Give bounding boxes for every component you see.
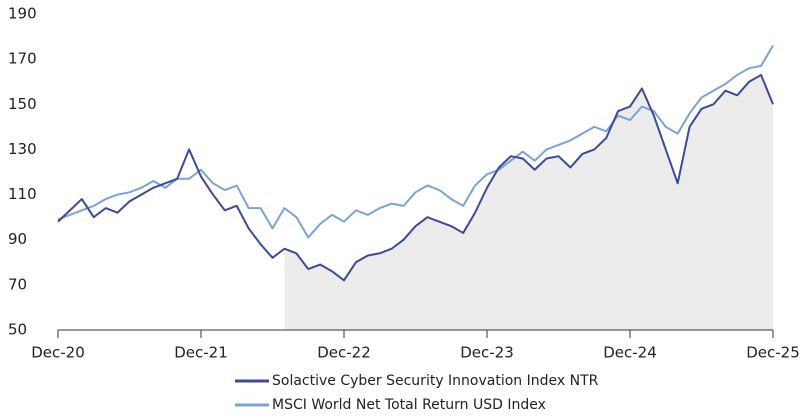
legend-label: MSCI World Net Total Return USD Index — [272, 397, 546, 413]
y-tick-label: 70 — [8, 275, 27, 293]
shaded-area — [284, 74, 773, 330]
legend: Solactive Cyber Security Innovation Inde… — [235, 373, 599, 413]
x-tick-label: Dec-24 — [603, 344, 657, 362]
y-tick-label: 170 — [8, 50, 37, 68]
legend-label: Solactive Cyber Security Innovation Inde… — [272, 373, 599, 389]
x-tick-label: Dec-22 — [317, 344, 371, 362]
y-tick-label: 110 — [8, 185, 37, 203]
x-tick-label: Dec-20 — [31, 344, 85, 362]
y-tick-label: 150 — [8, 95, 37, 113]
x-tick-label: Dec-21 — [174, 344, 228, 362]
y-tick-label: 50 — [8, 321, 27, 339]
x-tick-label: Dec-23 — [460, 344, 514, 362]
series-line — [57, 73, 774, 282]
y-tick-label: 130 — [8, 140, 37, 158]
x-tick-label: Dec-25 — [746, 344, 800, 362]
y-tick-label: 90 — [8, 230, 27, 248]
y-tick-label: 190 — [8, 5, 37, 23]
